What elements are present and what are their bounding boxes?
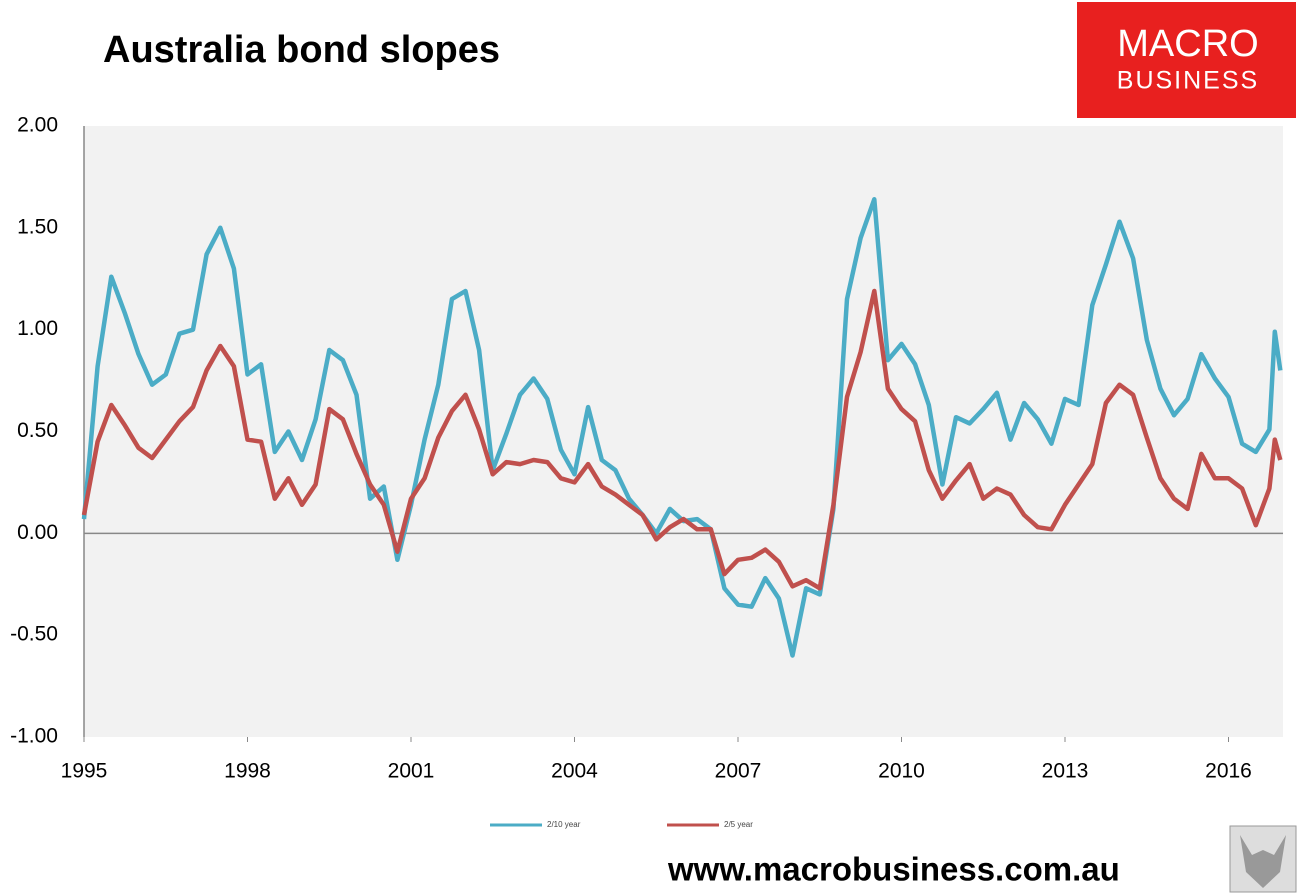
x-tick-label: 2013: [1042, 760, 1089, 783]
x-tick-label: 2016: [1205, 760, 1252, 783]
y-tick-label: 1.50: [17, 215, 58, 238]
series-line: [81, 288, 1283, 591]
legend-label: 2/5 year: [724, 820, 753, 829]
logo-box: [1077, 2, 1296, 118]
x-tick-label: 1995: [61, 760, 108, 783]
logo-text: BUSINESS: [1117, 67, 1259, 95]
x-tick-label: 2007: [715, 760, 762, 783]
logo-text: MACRO: [1117, 23, 1258, 65]
footer: www.macrobusiness.com.au: [667, 851, 1120, 888]
x-tick-label: 2010: [878, 760, 925, 783]
chart-title: Australia bond slopes: [103, 29, 500, 71]
y-tick-label: 2.00: [17, 114, 58, 137]
x-tick-label: 1998: [224, 760, 271, 783]
x-tick-label: 2004: [551, 760, 598, 783]
legend-label: 2/10 year: [547, 820, 581, 829]
y-tick-label: -0.50: [10, 623, 58, 646]
y-tick-label: 0.00: [17, 521, 58, 544]
y-tick-label: 0.50: [17, 419, 58, 442]
series-line: [81, 197, 1283, 658]
x-tick-label: 2001: [388, 760, 435, 783]
plot-area: [84, 126, 1283, 737]
y-tick-label: 1.00: [17, 317, 58, 340]
y-tick-label: -1.00: [10, 725, 58, 748]
wolf-icon: [1240, 835, 1286, 888]
